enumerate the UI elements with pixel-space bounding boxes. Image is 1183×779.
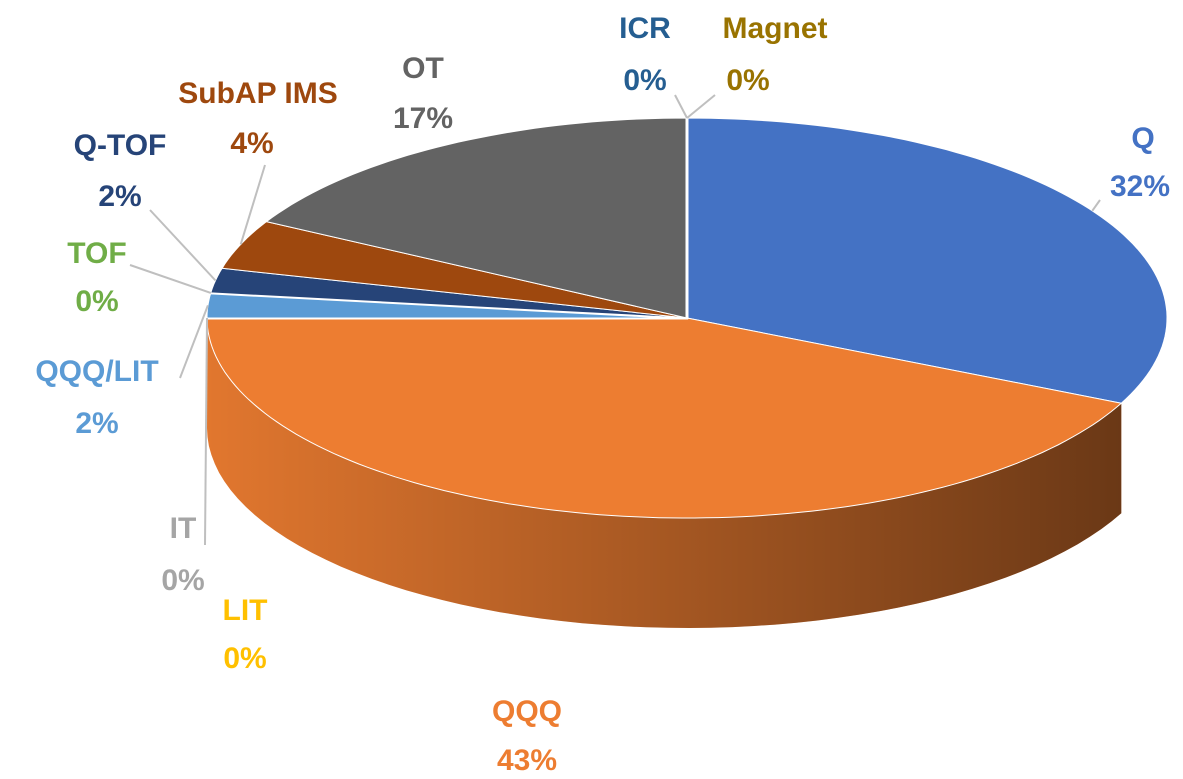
value-label: 43% <box>497 744 557 777</box>
value-label: 0% <box>75 285 118 318</box>
slice-label: QQQ/LIT <box>35 355 158 388</box>
slice-label: ICR <box>619 12 671 45</box>
slice <box>206 317 1122 519</box>
leader-line <box>674 94 688 119</box>
value-label: 0% <box>623 64 666 97</box>
slice-label: Q-TOF <box>74 129 167 162</box>
slice-label: QQQ <box>492 695 562 728</box>
leader-line <box>1091 199 1101 212</box>
slice-label: LIT <box>223 594 268 627</box>
value-label: 0% <box>223 642 266 675</box>
leader-line <box>179 305 209 379</box>
leader-line <box>129 264 212 294</box>
value-label: 4% <box>230 127 273 160</box>
slice-label: IT <box>170 512 197 545</box>
value-label: 17% <box>393 102 453 135</box>
value-label: 32% <box>1110 170 1170 203</box>
slice-label: TOF <box>67 237 126 270</box>
value-label: 2% <box>98 180 141 213</box>
value-label: 2% <box>75 407 118 440</box>
slice-label: SubAP IMS <box>178 77 337 110</box>
slice <box>686 117 1168 404</box>
leader-line <box>239 164 266 245</box>
slice-label: Q <box>1131 122 1154 155</box>
value-label: 0% <box>726 64 769 97</box>
slice-label: Magnet <box>723 12 828 45</box>
leader-line <box>149 209 217 282</box>
slice-label: OT <box>402 52 444 85</box>
slice-side-shade <box>207 318 1122 628</box>
value-label: 0% <box>161 564 204 597</box>
slice <box>265 117 688 319</box>
leader-line <box>204 317 208 546</box>
leader-line <box>686 94 716 119</box>
